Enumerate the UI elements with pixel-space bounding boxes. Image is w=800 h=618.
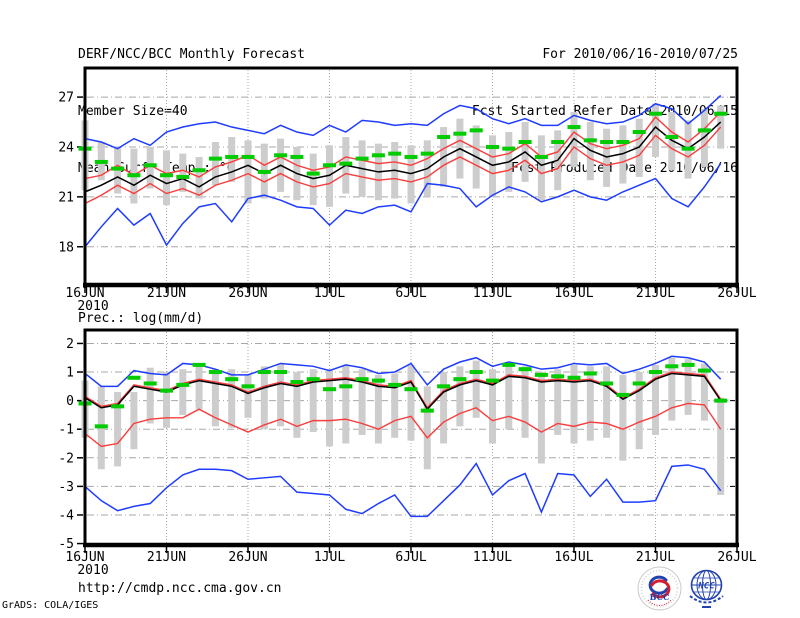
bcc-swirl-blue (648, 575, 669, 595)
svg-text:6JUL: 6JUL (395, 550, 426, 565)
svg-text:1JUL: 1JUL (314, 286, 345, 301)
svg-text:0: 0 (66, 394, 74, 409)
source-url-text: http://cmdp.ncc.cma.gov.cn (78, 581, 282, 596)
svg-text:-3: -3 (58, 480, 74, 495)
bcc-arc-text (647, 599, 672, 606)
grads-credit: GrADS: COLA/IGES (2, 600, 99, 611)
svg-text:21JUL: 21JUL (636, 550, 675, 565)
ncc-logo: NCC (684, 566, 729, 611)
ncc-wreath (689, 595, 724, 604)
ncc-logo-letters: NCC (697, 582, 715, 592)
bcc-logo-ring-text (640, 569, 679, 608)
svg-text:16JUL: 16JUL (554, 550, 593, 565)
svg-text:2: 2 (66, 337, 74, 352)
svg-text:16JUN: 16JUN (65, 550, 104, 565)
plot-title: DERF/NCC/BCC Monthly Forecast (78, 47, 305, 62)
svg-text:-2: -2 (58, 451, 74, 466)
svg-text:16JUL: 16JUL (554, 286, 593, 301)
svg-text:1JUL: 1JUL (314, 550, 345, 565)
bcc-logo-letters: BCC (650, 592, 670, 602)
forecast-range-label: For 2010/06/16-2010/07/25 (542, 47, 738, 62)
svg-text:16JUN: 16JUN (65, 286, 104, 301)
svg-text:21: 21 (58, 190, 74, 205)
svg-text:26JUN: 26JUN (228, 286, 267, 301)
svg-text:21JUN: 21JUN (147, 286, 186, 301)
svg-text:26JUL: 26JUL (717, 286, 756, 301)
svg-text:21JUN: 21JUN (147, 550, 186, 565)
svg-text:27: 27 (58, 91, 74, 106)
svg-text:18: 18 (58, 240, 74, 255)
bcc-logo-ring (637, 566, 682, 611)
member-size-label: Member Size=40 (78, 104, 188, 119)
svg-text:24: 24 (58, 140, 74, 155)
svg-text:11JUL: 11JUL (473, 550, 512, 565)
bcc-logo: BCC (637, 566, 682, 611)
svg-text:2010: 2010 (77, 563, 108, 578)
svg-text:-1: -1 (58, 423, 74, 438)
svg-text:6JUL: 6JUL (395, 286, 426, 301)
precip-chart-title: Prec.: log(mm/d) (78, 311, 204, 326)
svg-text:-4: -4 (58, 508, 74, 523)
svg-text:26JUN: 26JUN (228, 550, 267, 565)
svg-text:26JUL: 26JUL (717, 550, 756, 565)
svg-text:21JUL: 21JUL (636, 286, 675, 301)
svg-text:-5: -5 (58, 537, 74, 552)
svg-text:11JUL: 11JUL (473, 286, 512, 301)
svg-text:1: 1 (66, 366, 74, 381)
bcc-swirl-red (650, 579, 671, 599)
svg-text:2010: 2010 (77, 299, 108, 314)
